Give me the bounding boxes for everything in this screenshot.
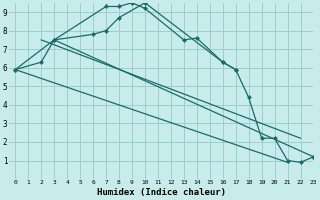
X-axis label: Humidex (Indice chaleur): Humidex (Indice chaleur) (97, 188, 226, 197)
